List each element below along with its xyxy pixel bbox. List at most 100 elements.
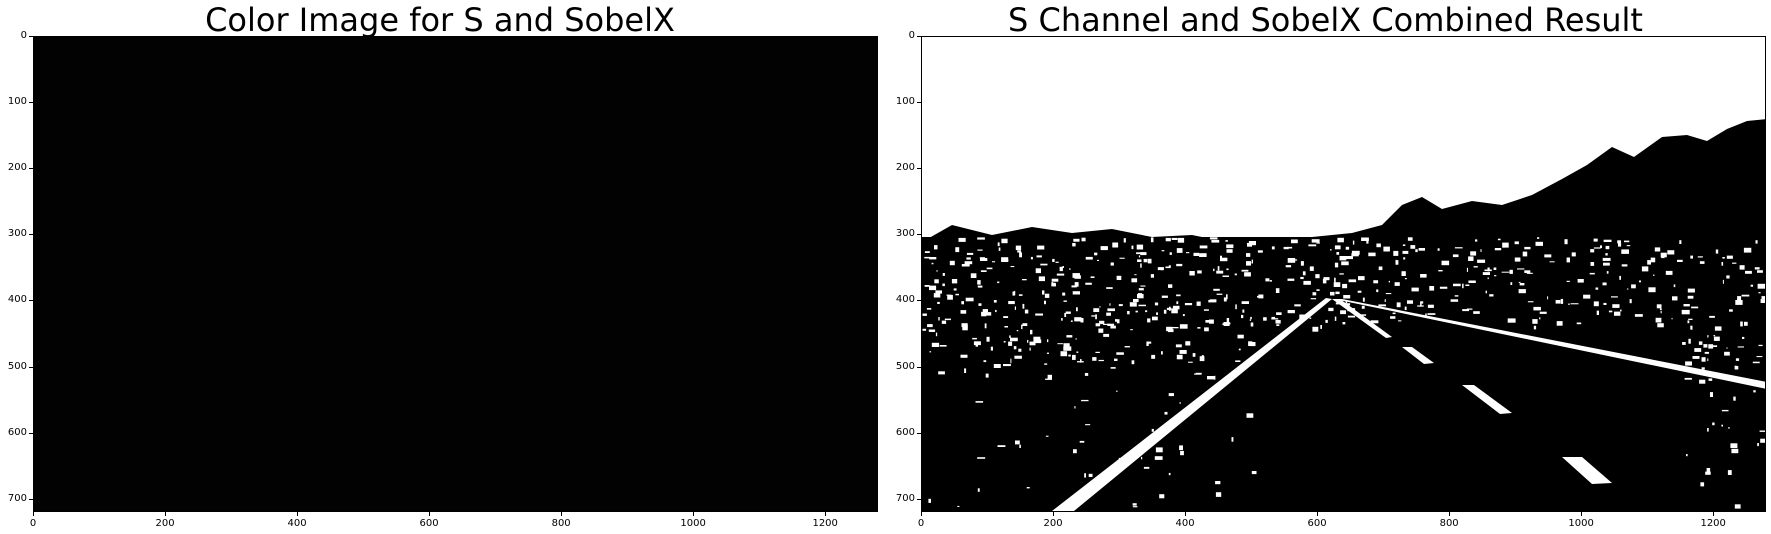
mask-speckle	[1246, 253, 1251, 257]
mask-speckle	[1366, 240, 1369, 244]
mask-speckle	[977, 285, 983, 288]
mask-speckle	[1168, 265, 1171, 267]
mask-speckle	[1407, 237, 1413, 241]
mask-speckle	[982, 309, 988, 313]
y-tick-label: 100	[895, 96, 915, 108]
mask-speckle	[1395, 259, 1397, 265]
mask-speckle	[1234, 273, 1237, 276]
mask-speckle	[1564, 239, 1568, 245]
mask-speckle	[924, 251, 930, 253]
mask-speckle	[990, 346, 993, 351]
mask-speckle	[993, 300, 997, 303]
mask-speckle	[1603, 239, 1612, 242]
mask-speckle	[1590, 249, 1595, 253]
mask-speckle	[1154, 302, 1159, 306]
mask-speckle	[1721, 409, 1729, 412]
y-tick-mark	[917, 234, 921, 236]
mask-speckle	[1343, 295, 1351, 299]
mask-speckle	[1069, 268, 1071, 270]
mask-speckle	[1341, 261, 1349, 266]
y-tick-label: 500	[7, 360, 27, 372]
mask-speckle	[1590, 262, 1595, 266]
mask-speckle	[1309, 266, 1314, 271]
mask-speckle	[1735, 366, 1739, 370]
mask-speckle	[986, 267, 993, 270]
y-tick-label: 400	[7, 294, 27, 306]
right-lane-dashes-3	[1462, 385, 1512, 414]
mask-speckle	[1003, 341, 1006, 343]
mask-speckle	[995, 309, 997, 313]
mask-speckle	[1038, 276, 1045, 282]
mask-speckle	[947, 294, 953, 300]
mask-speckle	[1124, 346, 1130, 348]
x-tick-mark	[33, 512, 34, 516]
mask-speckle	[1732, 262, 1737, 264]
mask-speckle	[939, 345, 947, 347]
mask-speckle	[1378, 266, 1383, 271]
mask-speckle	[1744, 321, 1748, 326]
mask-speckle	[1180, 450, 1184, 456]
mask-speckle	[1097, 259, 1099, 261]
mask-speckle	[1566, 280, 1570, 282]
mask-speckle	[1660, 310, 1662, 314]
mask-speckle	[1250, 322, 1254, 327]
mask-speckle	[1494, 248, 1502, 251]
mask-speckle	[1138, 304, 1146, 307]
mask-speckle	[1679, 240, 1682, 244]
mask-speckle	[1740, 321, 1743, 327]
mask-speckle	[1398, 320, 1402, 322]
mask-speckle	[960, 310, 967, 314]
mask-speckle	[1703, 344, 1708, 348]
mask-speckle	[1439, 286, 1448, 289]
mask-speckle	[1330, 291, 1335, 296]
mask-speckle	[1617, 240, 1621, 244]
mask-speckle	[1179, 402, 1181, 404]
mask-speckle	[1396, 260, 1399, 265]
mask-speckle	[1358, 276, 1365, 281]
mask-speckle	[1168, 284, 1173, 288]
mask-speckle	[1085, 424, 1091, 426]
mask-speckle	[1735, 300, 1743, 305]
mask-speckle	[1163, 309, 1167, 314]
mask-speckle	[1062, 266, 1064, 268]
mask-speckle	[1107, 308, 1115, 312]
mask-speckle	[1013, 346, 1017, 350]
mask-speckle	[1698, 341, 1703, 345]
mask-speckle	[1085, 282, 1092, 285]
mask-speckle	[1427, 313, 1436, 315]
mask-speckle	[1248, 241, 1256, 246]
mask-speckle	[1093, 308, 1100, 312]
mask-speckle	[1404, 278, 1407, 280]
mask-speckle	[1045, 378, 1052, 380]
mask-speckle	[955, 293, 959, 296]
mask-speckle	[1485, 290, 1487, 294]
right-lane-dashes-4	[1562, 457, 1612, 484]
x-tick-label: 800	[1439, 518, 1459, 529]
mask-speckle	[1075, 338, 1077, 340]
right-lane-dashes-1	[1332, 299, 1392, 338]
mask-speckle	[1059, 266, 1063, 272]
mask-speckle	[1110, 262, 1114, 266]
mask-speckle	[951, 279, 958, 284]
mask-speckle	[1524, 246, 1531, 250]
mask-speckle	[1532, 319, 1538, 324]
mask-speckle	[1079, 440, 1085, 443]
mask-speckle	[1300, 261, 1304, 266]
mask-speckle	[1106, 287, 1113, 289]
mask-speckle	[937, 301, 940, 304]
mask-speckle	[1294, 304, 1301, 307]
mask-speckle	[1116, 352, 1124, 355]
mask-speckle	[1707, 428, 1709, 432]
mask-speckle	[1714, 326, 1722, 331]
mask-speckle	[1074, 317, 1082, 322]
mask-speckle	[1291, 239, 1298, 244]
mask-speckle	[1131, 245, 1134, 250]
mask-speckle	[1674, 297, 1676, 301]
mask-speckle	[1143, 466, 1150, 469]
x-tick-mark	[1449, 512, 1451, 516]
mask-speckle	[1715, 249, 1719, 254]
mask-speckle	[1090, 276, 1095, 278]
mask-speckle	[1694, 348, 1702, 352]
mask-speckle	[1743, 247, 1752, 253]
mask-speckle	[1047, 374, 1052, 379]
